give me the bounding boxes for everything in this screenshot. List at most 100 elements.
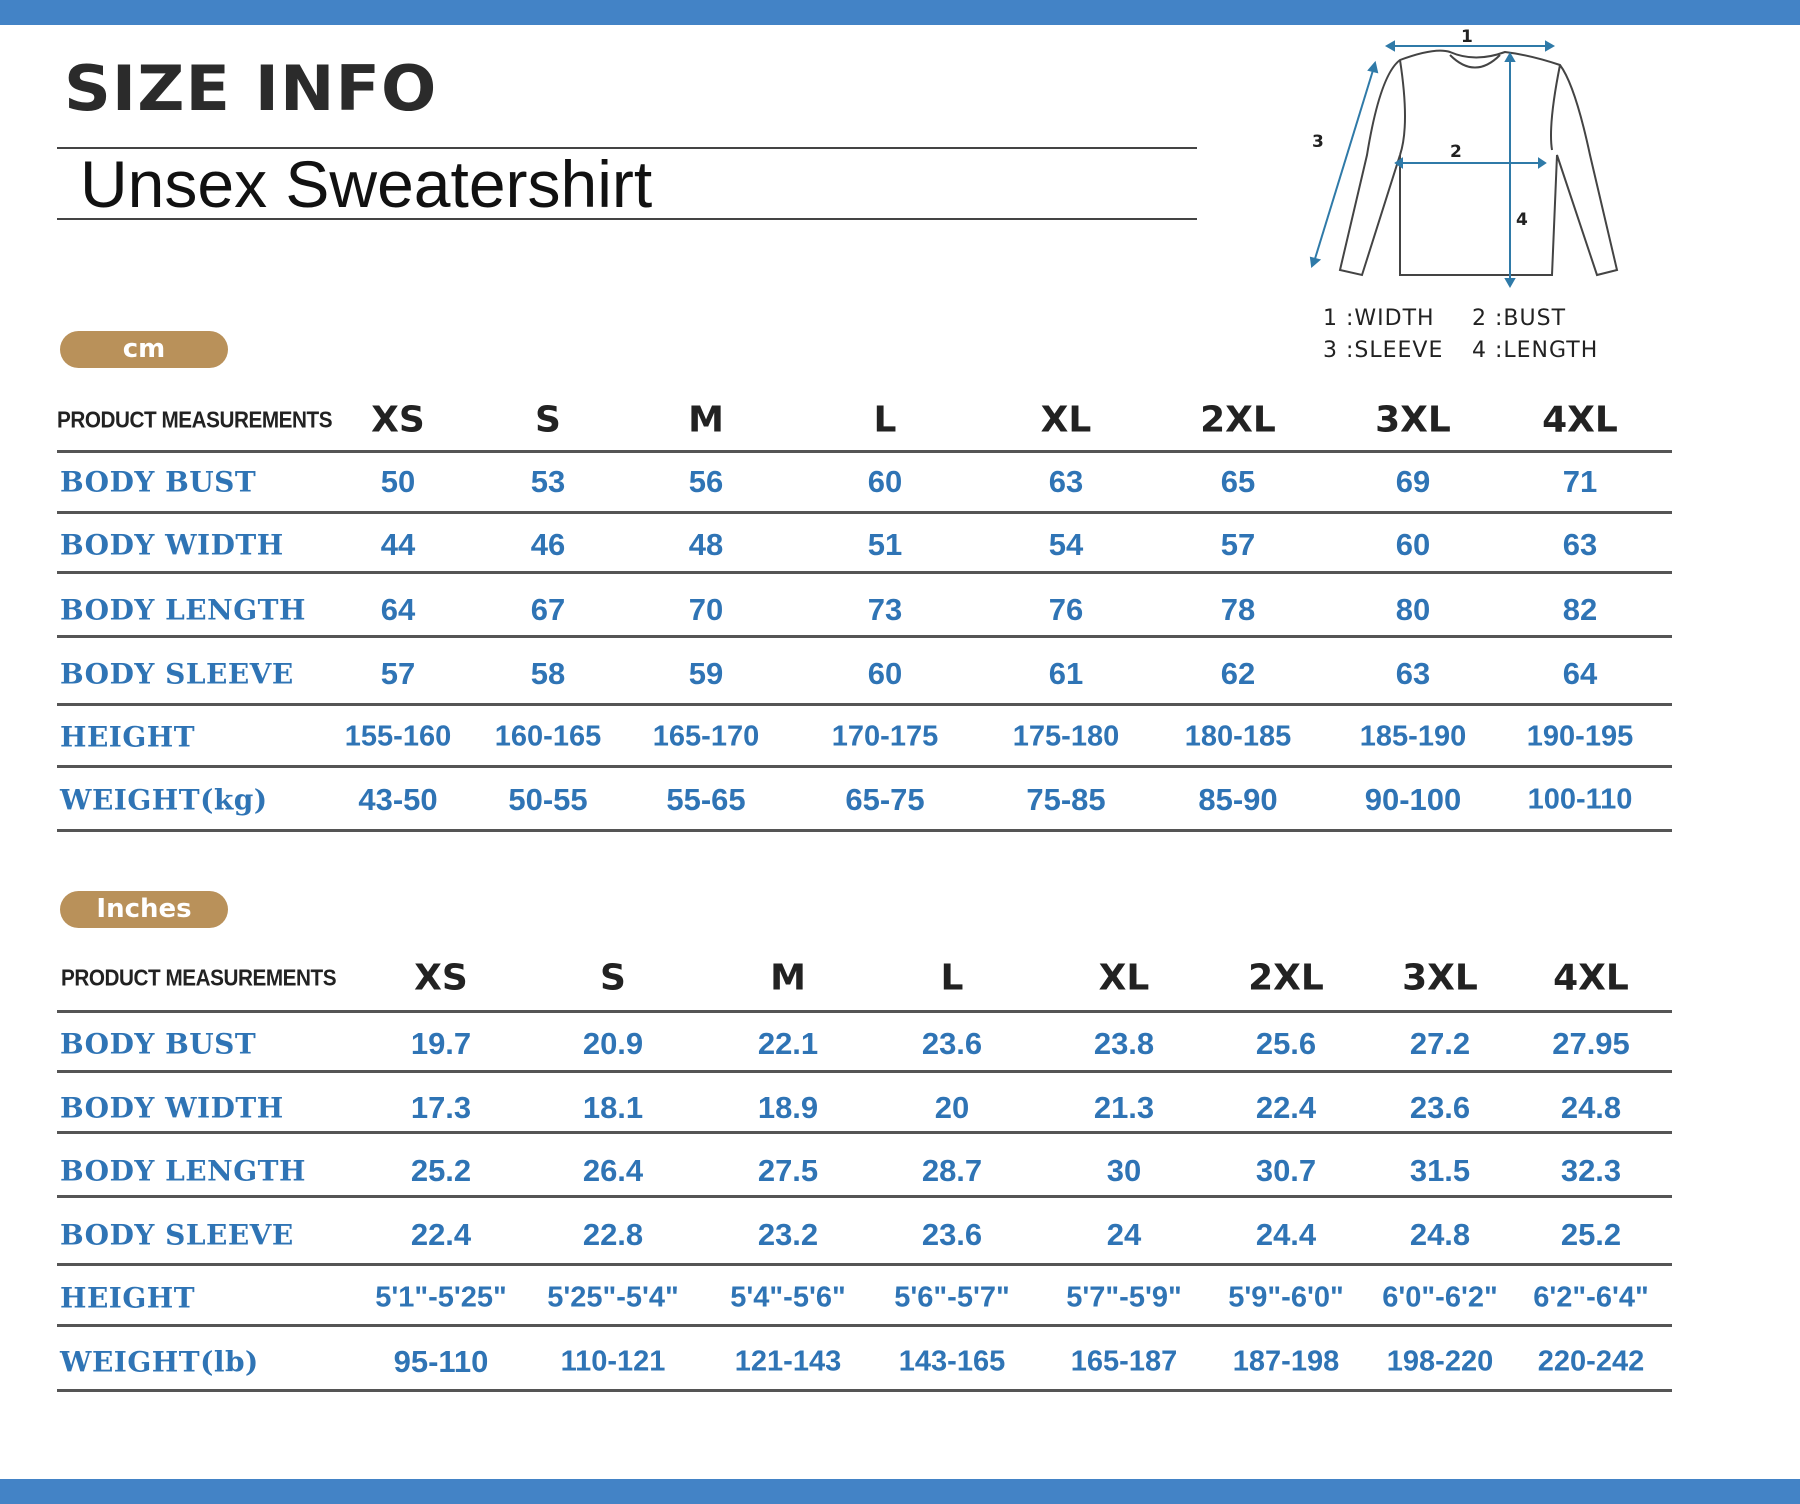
table-cell: 24 bbox=[1106, 1217, 1142, 1252]
size-header-xs: XS bbox=[371, 399, 425, 441]
table-cell: 50 bbox=[380, 464, 416, 499]
row-divider bbox=[57, 1070, 1672, 1073]
table-cell: 24.8 bbox=[1560, 1090, 1622, 1125]
table-cell: 57 bbox=[380, 656, 416, 691]
row-label: WEIGHT(lb) bbox=[60, 1345, 259, 1379]
table-cell: 20.9 bbox=[582, 1026, 644, 1061]
table-cell: 65 bbox=[1220, 464, 1256, 499]
table-cell: 155-160 bbox=[344, 720, 452, 753]
size-header-l: L bbox=[873, 399, 897, 441]
size-header-m: M bbox=[770, 957, 806, 999]
table-cell: 25.2 bbox=[1560, 1217, 1622, 1252]
table-cell: 63 bbox=[1048, 464, 1084, 499]
table-cell: 23.2 bbox=[757, 1217, 819, 1252]
table-cell: 51 bbox=[867, 527, 903, 562]
size-header-4xl: 4XL bbox=[1542, 399, 1618, 441]
row-label: BODY LENGTH bbox=[60, 593, 306, 627]
table-cell: 24.8 bbox=[1409, 1217, 1471, 1252]
marker-1: 1 bbox=[1461, 27, 1473, 47]
table-cell: 19.7 bbox=[410, 1026, 472, 1061]
table-cell: 71 bbox=[1562, 464, 1598, 499]
table-cell: 198-220 bbox=[1386, 1345, 1494, 1378]
row-label: BODY LENGTH bbox=[60, 1154, 306, 1188]
table-cell: 165-170 bbox=[652, 720, 760, 753]
size-header-xl: XL bbox=[1040, 399, 1092, 441]
table-cell: 25.6 bbox=[1255, 1026, 1317, 1061]
table-cell: 63 bbox=[1562, 527, 1598, 562]
table-cell: 30 bbox=[1106, 1153, 1142, 1188]
row-divider bbox=[57, 703, 1672, 706]
table-cell: 18.1 bbox=[582, 1090, 644, 1125]
table-cell: 23.6 bbox=[921, 1026, 983, 1061]
table-cell: 27.5 bbox=[757, 1153, 819, 1188]
size-header-m: M bbox=[688, 399, 724, 441]
table-cell: 58 bbox=[530, 656, 566, 691]
table-cell: 65-75 bbox=[845, 782, 925, 817]
size-header-s: S bbox=[600, 957, 626, 999]
size-header-2xl: 2XL bbox=[1200, 399, 1276, 441]
row-label: BODY WIDTH bbox=[60, 528, 284, 562]
column-header-product-measurements: PRODUCT MEASUREMENTS bbox=[61, 964, 337, 991]
size-header-3xl: 3XL bbox=[1402, 957, 1478, 999]
table-cell: 43-50 bbox=[358, 782, 438, 817]
table-cell: 64 bbox=[1562, 656, 1598, 691]
table-cell: 187-198 bbox=[1232, 1345, 1340, 1378]
row-label: BODY SLEEVE bbox=[60, 1218, 294, 1252]
table-cell: 5'7"-5'9" bbox=[1066, 1281, 1182, 1314]
table-cell: 57 bbox=[1220, 527, 1256, 562]
table-cell: 23.6 bbox=[1409, 1090, 1471, 1125]
table-cell: 54 bbox=[1048, 527, 1084, 562]
table-cell: 5'6"-5'7" bbox=[894, 1281, 1010, 1314]
table-cell: 78 bbox=[1220, 592, 1256, 627]
table-cell: 160-165 bbox=[494, 720, 602, 753]
table-cell: 5'1"-5'25" bbox=[375, 1281, 507, 1314]
table-cell: 30.7 bbox=[1255, 1153, 1317, 1188]
table-cell: 100-110 bbox=[1527, 783, 1633, 816]
legend-bust: 2 :BUST bbox=[1472, 306, 1567, 331]
table-cell: 6'2"-6'4" bbox=[1533, 1281, 1649, 1314]
table-cell: 82 bbox=[1562, 592, 1598, 627]
row-label: BODY BUST bbox=[60, 465, 257, 499]
table-cell: 48 bbox=[688, 527, 724, 562]
table-cell: 5'25"-5'4" bbox=[547, 1281, 679, 1314]
legend-sleeve: 3 :SLEEVE bbox=[1323, 338, 1444, 363]
table-cell: 26.4 bbox=[582, 1153, 644, 1188]
table-cell: 50-55 bbox=[508, 782, 588, 817]
unit-badge-cm: cm bbox=[60, 331, 228, 368]
row-divider bbox=[57, 1195, 1672, 1198]
row-divider bbox=[57, 450, 1672, 453]
table-cell: 56 bbox=[688, 464, 724, 499]
table-cell: 60 bbox=[867, 464, 903, 499]
table-cell: 44 bbox=[380, 527, 416, 562]
table-cell: 32.3 bbox=[1560, 1153, 1622, 1188]
table-cell: 90-100 bbox=[1364, 782, 1462, 817]
row-divider bbox=[57, 1131, 1672, 1134]
table-cell: 62 bbox=[1220, 656, 1256, 691]
divider bbox=[57, 147, 1197, 149]
table-cell: 22.8 bbox=[582, 1217, 644, 1252]
table-cell: 64 bbox=[380, 592, 416, 627]
table-cell: 5'4"-5'6" bbox=[730, 1281, 846, 1314]
table-cell: 53 bbox=[530, 464, 566, 499]
table-cell: 23.6 bbox=[921, 1217, 983, 1252]
table-cell: 110-121 bbox=[560, 1345, 666, 1378]
table-cell: 22.1 bbox=[757, 1026, 819, 1061]
size-header-xs: XS bbox=[414, 957, 468, 999]
row-divider bbox=[57, 511, 1672, 514]
size-header-xl: XL bbox=[1098, 957, 1150, 999]
size-header-s: S bbox=[535, 399, 561, 441]
size-header-3xl: 3XL bbox=[1375, 399, 1451, 441]
row-label: BODY BUST bbox=[60, 1027, 257, 1061]
table-cell: 23.8 bbox=[1093, 1026, 1155, 1061]
legend-width: 1 :WIDTH bbox=[1323, 306, 1435, 331]
row-label: BODY WIDTH bbox=[60, 1091, 284, 1125]
product-name: Unsex Sweatershirt bbox=[80, 147, 653, 221]
row-label: BODY SLEEVE bbox=[60, 657, 294, 691]
table-cell: 63 bbox=[1395, 656, 1431, 691]
top-accent-bar bbox=[0, 0, 1800, 25]
table-cell: 55-65 bbox=[666, 782, 746, 817]
table-cell: 165-187 bbox=[1070, 1345, 1178, 1378]
table-cell: 180-185 bbox=[1184, 720, 1292, 753]
table-cell: 59 bbox=[688, 656, 724, 691]
table-cell: 18.9 bbox=[757, 1090, 819, 1125]
